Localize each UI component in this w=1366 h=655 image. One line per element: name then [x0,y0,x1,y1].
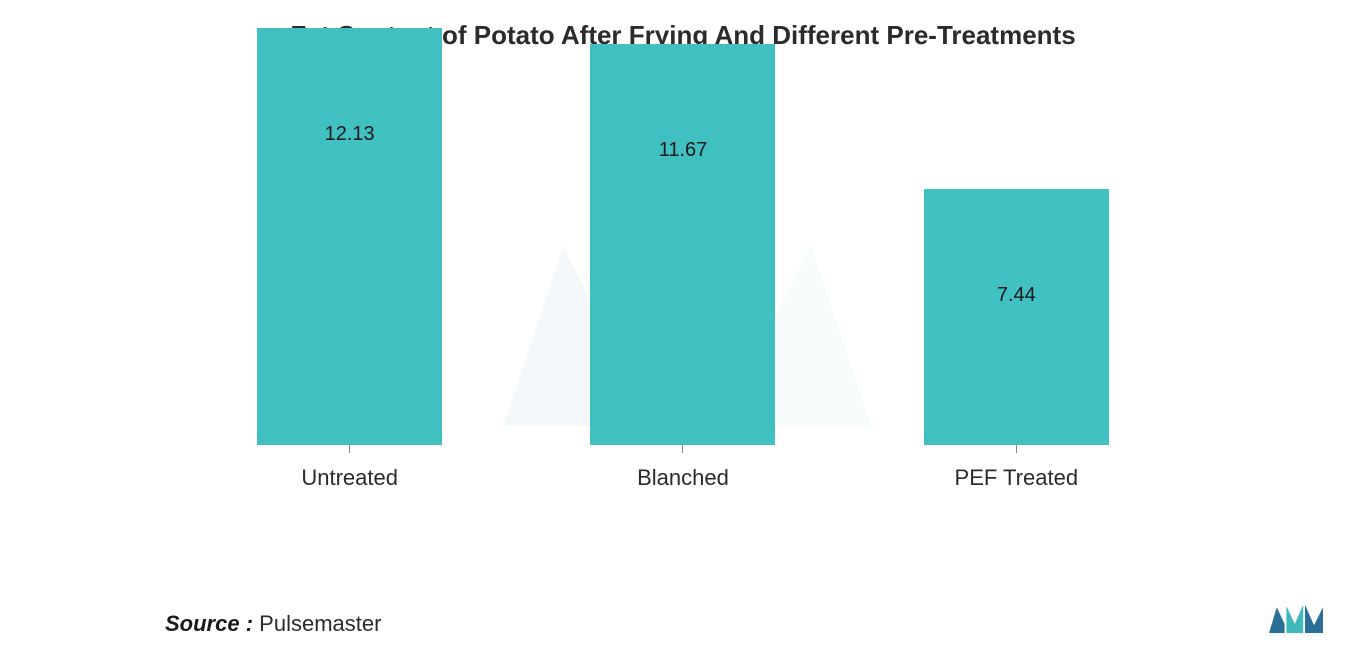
chart-area: 12.13 Untreated 11.67 Blanched 7.44 PEF … [183,61,1183,491]
bar-group-0: 12.13 Untreated [200,28,500,491]
bar-value-label-1: 11.67 [659,139,708,162]
chart-container: Fat Content of Potato After Frying And D… [0,0,1366,655]
bar-group-1: 11.67 Blanched [533,44,833,491]
brand-logo [1266,599,1326,637]
source-attribution: Source : Pulsemaster [165,611,381,637]
bar-group-2: 7.44 PEF Treated [866,189,1166,491]
tick-1 [682,445,683,453]
source-prefix: Source : [165,611,253,636]
bar-value-label-0: 12.13 [325,123,375,146]
tick-2 [1016,445,1017,453]
bar-2: 7.44 [924,189,1109,445]
bar-value-label-2: 7.44 [997,284,1036,307]
source-name: Pulsemaster [259,611,381,636]
category-label-0: Untreated [301,465,398,491]
category-label-1: Blanched [637,465,729,491]
bar-1: 11.67 [590,44,775,445]
category-label-2: PEF Treated [955,465,1079,491]
tick-0 [349,445,350,453]
bar-0: 12.13 [257,28,442,445]
